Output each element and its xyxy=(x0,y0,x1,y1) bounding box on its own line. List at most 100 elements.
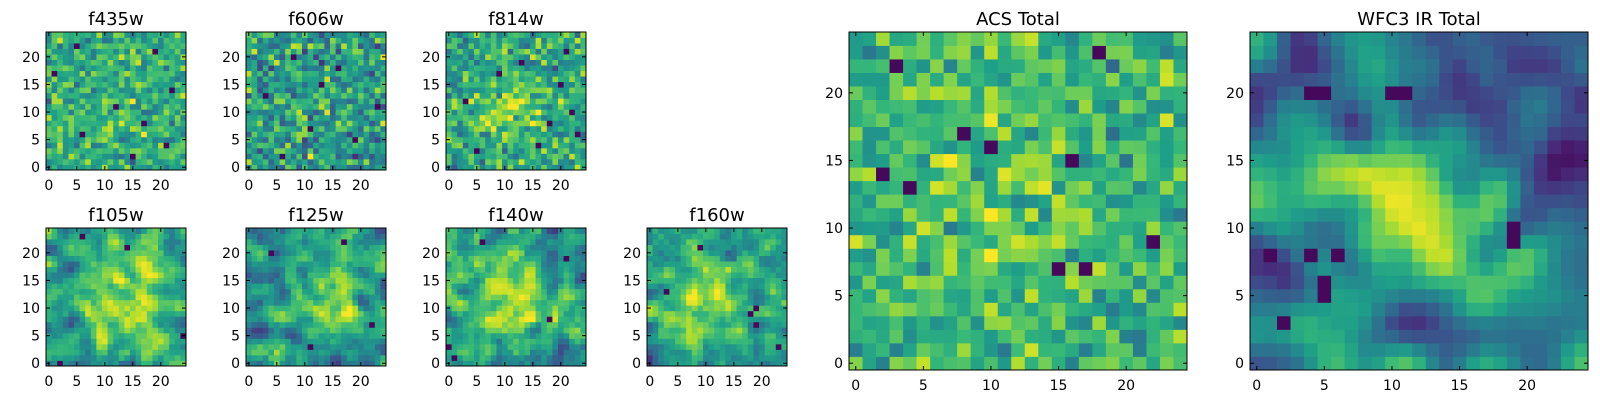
heatmap-cell xyxy=(130,354,136,361)
heatmap-cell xyxy=(530,70,536,77)
heatmap-cell xyxy=(1092,275,1107,290)
heatmap-cell xyxy=(889,248,904,263)
heatmap-cell xyxy=(485,32,492,38)
heatmap-cell xyxy=(279,354,286,361)
heatmap-cell xyxy=(574,255,581,262)
heatmap-cell xyxy=(158,305,164,312)
heatmap-cell xyxy=(563,250,570,256)
heatmap-cell xyxy=(130,310,136,317)
heatmap-cell xyxy=(268,266,275,273)
heatmap-cell xyxy=(285,250,292,256)
heatmap-cell xyxy=(118,239,125,245)
heatmap-cell xyxy=(380,32,387,38)
heatmap-cell xyxy=(462,305,469,312)
heatmap-cell xyxy=(374,92,381,99)
heatmap-cell xyxy=(876,32,890,46)
heatmap-cell xyxy=(46,147,52,154)
heatmap-cell xyxy=(474,338,480,345)
heatmap-cell xyxy=(257,65,264,72)
heatmap-cell xyxy=(1146,99,1161,114)
heatmap-cell xyxy=(90,360,97,367)
heatmap-cell xyxy=(490,338,497,345)
heatmap-cell xyxy=(335,288,342,295)
heatmap-cell xyxy=(703,321,709,328)
heatmap-cell xyxy=(307,153,314,160)
heatmap-cell xyxy=(107,250,114,256)
heatmap-cell xyxy=(290,48,297,55)
heatmap-cell xyxy=(90,349,97,356)
heatmap-cell xyxy=(290,136,297,143)
heatmap-cell xyxy=(90,70,97,77)
heatmap-cell xyxy=(324,65,331,72)
heatmap-cell xyxy=(849,275,863,290)
heatmap-cell xyxy=(257,354,264,361)
heatmap-cell xyxy=(341,321,348,328)
heatmap-cell xyxy=(1159,302,1174,317)
heatmap-cell xyxy=(146,338,153,345)
heatmap-cell xyxy=(46,283,52,290)
heatmap-cell xyxy=(85,32,92,38)
heatmap-cell xyxy=(697,299,704,306)
heatmap-cell xyxy=(290,114,297,121)
heatmap-cell xyxy=(658,360,665,367)
heatmap-cell xyxy=(468,131,475,138)
heatmap-cell xyxy=(57,103,64,110)
heatmap-cell xyxy=(135,343,142,350)
heatmap-cell xyxy=(1119,207,1134,222)
heatmap-cell xyxy=(279,76,286,83)
heatmap-cell xyxy=(541,288,548,295)
heatmap-cell xyxy=(380,310,387,317)
heatmap-cell xyxy=(1132,59,1147,73)
heatmap-cell xyxy=(279,294,286,301)
heatmap-cell xyxy=(1051,248,1066,263)
heatmap-cell xyxy=(346,354,353,361)
heatmap-cell xyxy=(513,261,520,268)
heatmap-cell xyxy=(930,45,945,60)
heatmap-cell xyxy=(180,153,187,160)
heatmap-cell xyxy=(318,338,325,345)
heatmap-cell xyxy=(997,59,1012,73)
heatmap-cell xyxy=(479,81,486,88)
heatmap-cell xyxy=(984,275,999,290)
heatmap-cell xyxy=(174,354,181,361)
heatmap-cell xyxy=(158,288,164,295)
heatmap-cell xyxy=(107,153,114,160)
heatmap-cell xyxy=(1173,140,1188,155)
heatmap-cell xyxy=(363,136,370,143)
heatmap-cell xyxy=(85,294,92,301)
heatmap-cell xyxy=(324,233,331,240)
heatmap-cell xyxy=(169,321,176,328)
heatmap-cell xyxy=(558,98,564,105)
heatmap-cell xyxy=(130,136,136,143)
heatmap-cell xyxy=(474,255,480,262)
heatmap-cell xyxy=(57,92,64,99)
heatmap-cell xyxy=(764,288,771,295)
heatmap-cell xyxy=(558,109,564,116)
heatmap-cell xyxy=(468,338,475,345)
heatmap-cell xyxy=(524,316,531,323)
heatmap-cell xyxy=(849,140,863,155)
heatmap-cell xyxy=(663,354,670,361)
heatmap-cell xyxy=(580,158,587,165)
heatmap-cell xyxy=(158,98,164,105)
heatmap-cell xyxy=(74,338,80,345)
heatmap-cell xyxy=(352,92,359,99)
heatmap-cell xyxy=(290,250,297,256)
heatmap-cell xyxy=(62,233,69,240)
heatmap-cell xyxy=(352,76,359,83)
heatmap-cell xyxy=(984,180,999,195)
heatmap-cell xyxy=(57,327,64,334)
heatmap-cell xyxy=(725,349,732,356)
heatmap-cell xyxy=(849,86,863,100)
heatmap-cell xyxy=(970,329,985,344)
heatmap-cell xyxy=(563,125,570,132)
heatmap-cell xyxy=(759,288,765,295)
heatmap-cell xyxy=(141,37,148,44)
heatmap-cell xyxy=(759,283,765,290)
heatmap-cell xyxy=(169,70,176,77)
heatmap-cell xyxy=(96,272,103,279)
heatmap-cell xyxy=(257,37,264,44)
heatmap-cell xyxy=(96,233,103,240)
heatmap-cell xyxy=(524,250,531,256)
